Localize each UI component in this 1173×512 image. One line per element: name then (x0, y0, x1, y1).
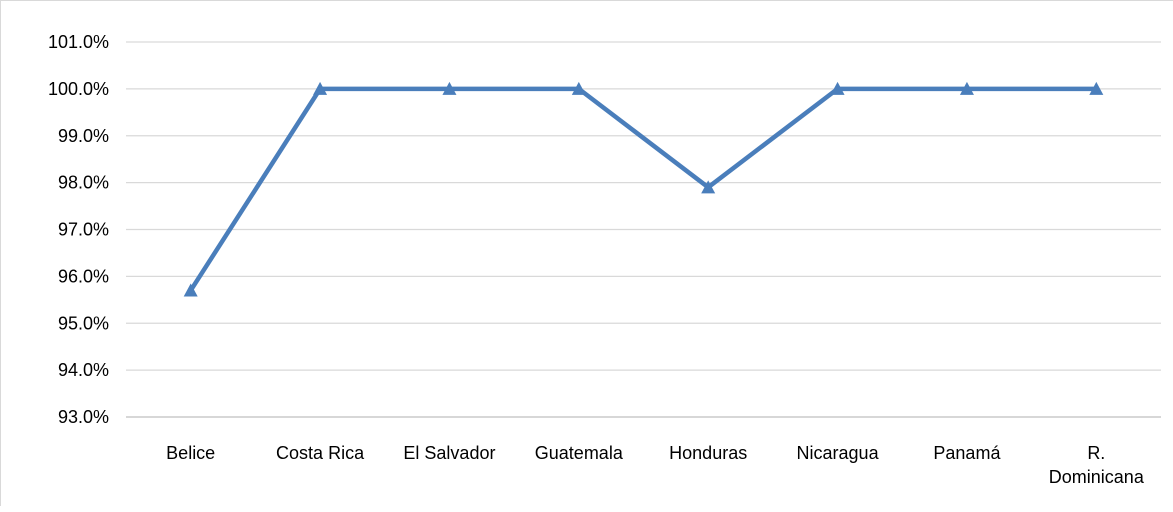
x-tick-label: R. Dominicana (1049, 443, 1145, 487)
data-point-marker (701, 180, 716, 194)
data-point-marker (313, 81, 328, 95)
series-group (183, 81, 1104, 297)
data-point-marker (959, 81, 974, 95)
y-tick-label: 95.0% (58, 313, 109, 333)
y-tick-label: 93.0% (58, 407, 109, 427)
y-axis-tick-labels: 93.0% 94.0% 95.0% 96.0% 97.0% 98.0% 99.0% 100.0… (48, 32, 109, 427)
data-point-marker (1089, 81, 1104, 95)
y-tick-label: 96.0% (58, 266, 109, 286)
data-point-marker (442, 81, 457, 95)
y-tick-label: 99.0% (58, 126, 109, 146)
x-tick-label: Costa Rica (276, 443, 365, 463)
x-tick-label: Belice (166, 443, 215, 463)
y-tick-label: 100.0% (48, 79, 109, 99)
series-line (188, 86, 1097, 292)
y-tick-label: 98.0% (58, 173, 109, 193)
y-tick-label: 94.0% (58, 360, 109, 380)
data-point-marker (830, 81, 845, 95)
x-tick-label: Guatemala (535, 443, 624, 463)
data-point-marker (571, 81, 586, 95)
gridlines (126, 41, 1161, 418)
y-tick-label: 97.0% (58, 220, 109, 240)
x-tick-label: Panamá (933, 443, 1001, 463)
x-tick-label: Nicaragua (797, 443, 880, 463)
x-tick-label: Honduras (669, 443, 747, 463)
y-tick-label: 101.0% (48, 32, 109, 52)
x-tick-label: El Salvador (403, 443, 495, 463)
data-point-marker (183, 283, 198, 297)
x-axis-tick-labels: Belice Costa Rica El Salvador Guatemala Hond… (166, 443, 1145, 487)
